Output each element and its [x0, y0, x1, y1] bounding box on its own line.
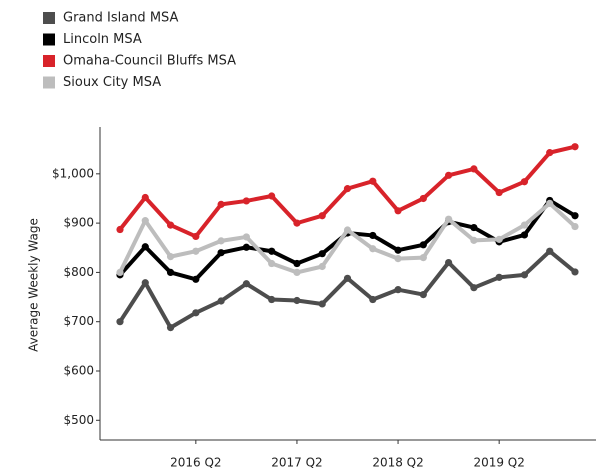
legend-swatch [43, 55, 55, 67]
data-point [318, 262, 326, 271]
data-point [242, 243, 250, 251]
data-point [520, 231, 529, 239]
data-point [141, 279, 149, 287]
data-point [546, 199, 554, 208]
data-point [369, 177, 377, 185]
data-point [394, 286, 402, 294]
data-point [242, 280, 250, 288]
data-point [293, 259, 301, 268]
data-point [445, 171, 453, 179]
series-line [118, 249, 577, 330]
data-point [470, 165, 478, 173]
data-point [546, 247, 554, 255]
data-point [369, 245, 377, 253]
data-point [419, 254, 427, 262]
data-point [166, 221, 175, 229]
legend-label: Sioux City MSA [63, 75, 161, 90]
data-point [495, 235, 503, 243]
legend-swatch [43, 12, 55, 24]
data-point [293, 219, 301, 227]
legend-swatch [43, 33, 55, 46]
data-point [571, 222, 579, 231]
data-point [318, 212, 326, 220]
data-point [166, 253, 175, 261]
data-point [419, 194, 427, 203]
data-point [192, 232, 200, 241]
x-tick-label: 2019 Q2 [473, 456, 524, 470]
data-point [369, 231, 377, 240]
data-point [571, 212, 579, 220]
data-point [419, 290, 427, 299]
data-point [116, 268, 124, 277]
data-point [192, 309, 200, 317]
data-point [445, 215, 453, 223]
data-point [343, 185, 352, 193]
legend-label: Omaha-Council Bluffs MSA [63, 54, 236, 69]
data-point [268, 247, 276, 255]
data-point [217, 237, 225, 245]
data-point [217, 297, 225, 305]
data-point [116, 225, 124, 234]
series-line [118, 198, 577, 282]
x-tick-label: 2016 Q2 [170, 456, 221, 470]
data-point [268, 259, 276, 268]
legend-label: Grand Island MSA [63, 11, 179, 26]
data-point [394, 255, 402, 263]
data-point [268, 192, 276, 200]
data-point [268, 295, 276, 304]
data-point [242, 233, 250, 241]
data-point [293, 296, 301, 305]
x-tick-label: 2018 Q2 [372, 456, 423, 470]
data-point [470, 284, 478, 292]
x-tick-label: 2017 Q2 [271, 456, 322, 470]
data-point [318, 250, 326, 258]
data-point [394, 207, 402, 215]
data-point [343, 274, 352, 282]
legend-swatch [43, 76, 55, 89]
data-point [369, 295, 377, 304]
y-tick-label: $500 [63, 413, 94, 427]
data-point [217, 249, 225, 257]
y-tick-label: $1,000 [52, 166, 94, 180]
y-tick-label: $700 [63, 314, 94, 328]
data-point [141, 217, 149, 225]
y-tick-label: $900 [63, 216, 94, 230]
data-point [495, 273, 503, 281]
data-point [495, 188, 503, 197]
y-tick-label: $600 [63, 363, 94, 377]
data-point [166, 268, 175, 277]
data-point [394, 246, 402, 254]
data-point [166, 324, 175, 332]
data-point [445, 258, 453, 267]
y-tick-label: $800 [63, 265, 94, 279]
data-point [419, 241, 427, 249]
data-point [470, 236, 478, 244]
y-axis-title: Average Weekly Wage [27, 218, 41, 352]
data-point [343, 226, 352, 234]
data-point [520, 271, 529, 279]
data-point [242, 197, 250, 205]
data-point [116, 318, 124, 326]
legend-label: Lincoln MSA [63, 32, 142, 47]
data-point [192, 275, 200, 283]
data-point [141, 243, 149, 251]
data-point [141, 193, 149, 202]
data-point [520, 178, 529, 186]
data-point [470, 223, 478, 232]
data-point [546, 149, 554, 157]
data-point [571, 268, 579, 276]
data-point [571, 143, 579, 151]
data-point [293, 268, 301, 277]
data-point [520, 221, 529, 229]
data-point [192, 247, 200, 255]
data-point [217, 200, 225, 208]
data-point [318, 300, 326, 308]
